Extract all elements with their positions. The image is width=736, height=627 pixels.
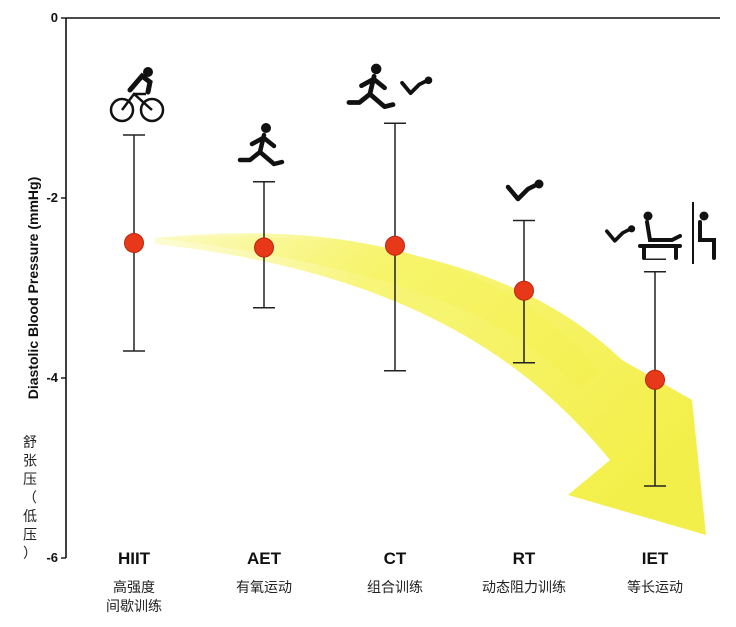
mean-point-aet [254,237,274,258]
trend-arrow-head [155,236,706,535]
category-label-hiit: HIIT [118,549,151,568]
iso-wall-sit [698,220,716,260]
isometric-icon [605,202,716,264]
iso-seated [638,220,682,260]
mean-point-rt [514,280,534,301]
category-label-cn: 动态阻力训练 [482,580,566,596]
mean-point-iet [645,369,665,390]
situp-body [400,79,428,96]
y-tick-label: -4 [46,370,58,385]
runner-icon [237,123,285,167]
rider-body [127,72,153,95]
runner-body [237,132,285,167]
y-axis-title-cn-char: ） [23,546,37,562]
category-label-cn: 等长运动 [627,579,683,596]
category-label-ct: CT [384,549,407,568]
y-axis-title-cn-char: 压 [23,528,37,544]
situp-head [628,225,636,233]
runner-situp-icon [346,63,433,110]
y-tick-label: -2 [46,190,58,205]
situp-head [534,179,544,189]
runner-body [346,73,396,110]
mean-point-hiit [124,233,144,253]
category-label-rt: RT [513,549,536,568]
category-label-iet: IET [642,549,669,568]
cyclist-icon [109,67,165,123]
y-axis-title-cn-char: 舒 [23,435,37,451]
category-label-cn: 有氧运动 [236,580,292,596]
y-axis-title-cn-char: 张 [23,454,37,470]
y-tick-label: 0 [51,10,58,25]
y-axis-title: Diastolic Blood Pressure (mmHg) [25,177,41,400]
wheel [109,97,135,123]
category-label-cn: 高强度 [113,579,155,596]
y-axis-title-cn-char: 压 [23,472,37,488]
situp-body [605,227,631,243]
iso-wall-head [699,211,709,221]
y-axis-title-cn-char: （ [23,491,37,507]
category-label-cn: 间歇训练 [106,599,162,615]
category-label-aet: AET [247,549,282,568]
wheel [139,97,165,123]
iso-head [643,211,653,221]
situp-head [424,76,433,85]
y-tick-label: -6 [46,550,58,565]
category-label-cn: 组合训练 [367,580,423,596]
runner-head [370,63,382,75]
situp-icon [505,179,544,202]
y-axis-title-cn-char: 低 [23,509,37,525]
runner-head [261,123,271,133]
mean-point-ct [385,235,405,256]
rider-head [143,67,153,77]
situp-body [505,182,539,202]
frame [121,92,153,111]
